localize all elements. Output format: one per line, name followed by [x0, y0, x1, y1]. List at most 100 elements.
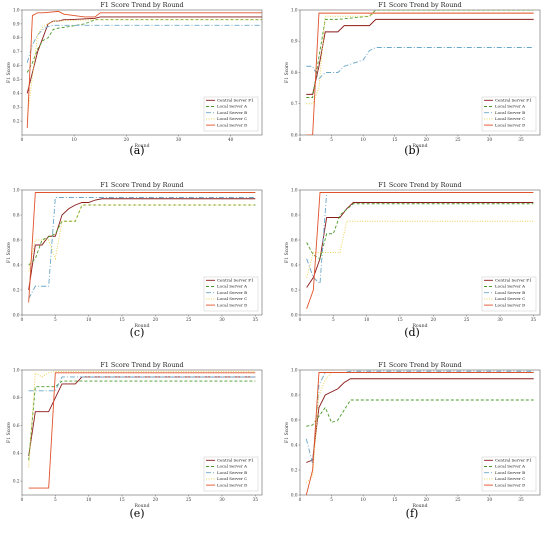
y-axis-label: F1 Score [284, 422, 290, 443]
legend-entry: Local Server B [217, 290, 247, 295]
series-line [306, 378, 534, 463]
plot-area [299, 189, 541, 316]
plot-area [21, 369, 263, 496]
series-line [306, 202, 534, 288]
legend-entry: Local Server A [217, 284, 247, 289]
legend-entry: Local Server C [217, 476, 247, 481]
x-tick-label: 15 [119, 317, 125, 322]
legend-entry: Local Server A [495, 284, 525, 289]
x-tick-label: 35 [253, 317, 259, 322]
x-tick-label: 15 [392, 137, 398, 142]
legend-entry: Local Server D [495, 122, 525, 127]
x-tick-label: 25 [455, 497, 461, 502]
plot-area [21, 189, 263, 316]
legend-entry: Central Server F1 [495, 98, 532, 103]
x-tick-label: 25 [455, 137, 461, 142]
chart-title: F1 Score Trend by Round [378, 361, 461, 369]
x-tick-label: 25 [464, 317, 470, 322]
chart-panel: F1 Score Trend by Round 0 10 20 30 40 0.2 0.3 0.… [6, 1, 263, 157]
series-line [28, 192, 256, 303]
x-tick-label: 30 [497, 317, 503, 322]
x-tick-label: 0 [299, 137, 302, 142]
plot-area [299, 369, 541, 496]
y-tick-label: 0.6 [13, 423, 20, 428]
series-line [306, 47, 534, 80]
series-line [28, 376, 256, 457]
legend-entry: Local Server C [217, 116, 247, 121]
legend-entry: Local Server B [217, 470, 247, 475]
x-tick-label: 20 [124, 137, 130, 142]
series-line [28, 197, 256, 299]
chart-panel: F1 Score Trend by Round 0 5 10 15 20 25 30 35 0.6… [284, 1, 541, 157]
x-axis-label: Round [134, 323, 149, 329]
panel-caption: (c) [130, 326, 145, 339]
y-tick-label: 0.0 [13, 312, 20, 317]
legend-entry: Local Server B [495, 110, 525, 115]
x-tick-label: 10 [360, 137, 366, 142]
legend-entry: Local Server D [495, 482, 525, 487]
y-tick-label: 1.0 [291, 367, 298, 372]
series-line [26, 19, 262, 73]
y-tick-label: 0.8 [291, 70, 298, 75]
x-tick-label: 10 [360, 497, 366, 502]
y-tick-label: 0.6 [291, 417, 298, 422]
series-line [28, 380, 256, 461]
series-line [306, 12, 534, 135]
y-tick-label: 1.0 [13, 187, 20, 192]
panel-caption: (d) [404, 326, 420, 339]
legend-entry: Local Server A [495, 104, 525, 109]
x-tick-label: 35 [518, 497, 524, 502]
y-tick-label: 0.9 [291, 39, 298, 44]
series-line [306, 399, 534, 427]
plot-area [21, 9, 263, 136]
series-line [28, 370, 256, 468]
x-tick-label: 0 [299, 317, 302, 322]
y-tick-label: 0.8 [13, 212, 20, 217]
legend-entry: Local Server D [495, 302, 525, 307]
y-tick-label: 0.5 [13, 77, 20, 82]
legend-entry: Local Server C [217, 296, 247, 301]
y-axis-label: F1 Score [6, 242, 12, 263]
x-tick-label: 5 [330, 137, 333, 142]
chart-title: F1 Score Trend by Round [378, 1, 461, 9]
x-tick-label: 15 [392, 497, 398, 502]
legend-entry: Central Server F1 [495, 278, 532, 283]
legend-entry: Local Server C [495, 296, 525, 301]
x-axis-label: Round [412, 323, 427, 329]
y-tick-label: 0.2 [291, 287, 298, 292]
y-tick-label: 0.4 [13, 91, 20, 96]
x-tick-label: 30 [176, 137, 182, 142]
legend-entry: Local Server A [495, 464, 525, 469]
panel-caption: (b) [404, 144, 420, 157]
y-axis-label: F1 Score [284, 242, 290, 263]
y-tick-label: 0.0 [291, 312, 298, 317]
y-axis-label: F1 Score [6, 62, 12, 83]
chart-panel: F1 Score Trend by Round 0 5 10 15 20 25 30 35 0.0… [284, 361, 541, 520]
y-axis-label: F1 Score [6, 422, 12, 443]
y-tick-label: 0.4 [291, 262, 298, 267]
y-tick-label: 0.6 [291, 237, 298, 242]
chart-panel: F1 Score Trend by Round 0 5 10 15 20 25 30 35 0.0… [6, 181, 263, 339]
panel-caption: (a) [129, 144, 144, 157]
series-line [28, 204, 256, 266]
x-tick-label: 10 [364, 317, 370, 322]
x-tick-label: 15 [397, 317, 403, 322]
x-tick-label: 35 [531, 317, 537, 322]
x-tick-label: 20 [431, 317, 437, 322]
x-axis-label: Round [412, 143, 427, 149]
y-tick-label: 0.0 [291, 492, 298, 497]
series-line [305, 370, 534, 464]
series-line [26, 16, 262, 94]
chart-panel: F1 Score Trend by Round 0 5 10 15 20 25 30 35 0.0… [284, 181, 541, 339]
series-line [305, 372, 534, 495]
y-tick-label: 0.6 [13, 237, 20, 242]
series-line [306, 18, 534, 95]
x-tick-label: 5 [54, 497, 57, 502]
x-tick-label: 20 [153, 497, 159, 502]
chart-title: F1 Score Trend by Round [378, 181, 461, 189]
x-tick-label: 30 [219, 497, 225, 502]
series-line [26, 24, 262, 63]
y-tick-label: 0.7 [13, 49, 20, 54]
x-tick-label: 35 [253, 497, 259, 502]
y-tick-label: 0.8 [13, 395, 20, 400]
